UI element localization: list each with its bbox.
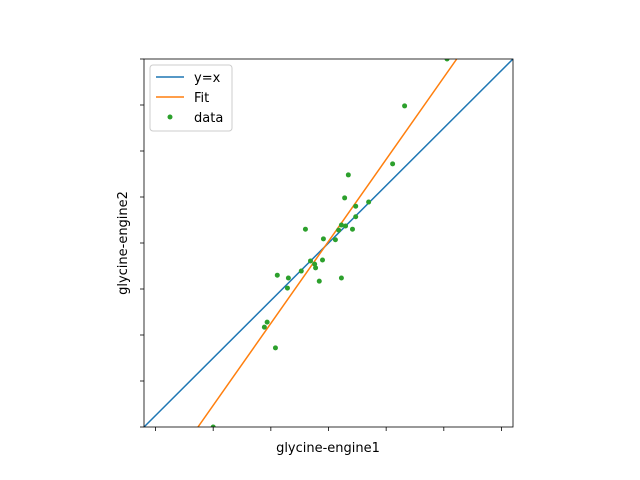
point (285, 275, 291, 281)
point (274, 272, 280, 278)
point (338, 275, 344, 281)
line (197, 59, 458, 427)
point (353, 203, 359, 209)
point (338, 222, 344, 228)
legend-label: data (194, 111, 223, 126)
legend-swatch (167, 114, 173, 120)
point (308, 258, 314, 264)
point (264, 319, 270, 325)
point (316, 278, 322, 284)
point (284, 285, 290, 291)
point (320, 236, 326, 242)
point (366, 199, 372, 205)
point (349, 226, 355, 232)
legend-label: Fit (194, 91, 209, 106)
point (332, 237, 338, 243)
point (320, 257, 326, 263)
point (261, 324, 267, 330)
x-axis-label: glycine-engine1 (276, 441, 380, 456)
point (444, 59, 450, 62)
point (343, 223, 349, 229)
legend-label: y=x (194, 71, 221, 86)
axes-frame (143, 58, 514, 428)
point (342, 195, 348, 201)
point (312, 261, 318, 267)
point (390, 161, 396, 167)
point (272, 345, 278, 351)
plot-area (144, 59, 513, 427)
point (402, 103, 408, 109)
point (336, 227, 342, 233)
point (302, 226, 308, 232)
point (345, 172, 351, 178)
point (210, 424, 216, 427)
line (144, 59, 513, 427)
point (298, 268, 304, 274)
point (353, 214, 359, 220)
y-axis-label: glycine-engine2 (116, 191, 131, 295)
legend-box (149, 64, 233, 132)
